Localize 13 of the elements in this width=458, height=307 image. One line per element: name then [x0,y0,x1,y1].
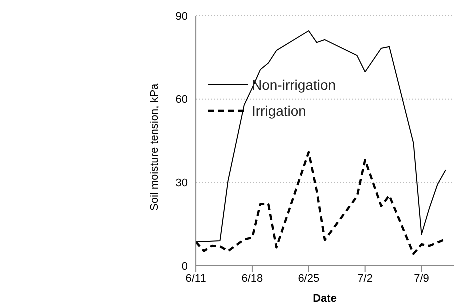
legend-label: Irrigation [252,103,306,119]
x-tick-label: 6/18 [242,272,264,285]
y-tick-label: 30 [176,178,188,190]
x-tick-label: 6/25 [298,272,320,285]
x-tick-label: 7/2 [358,272,373,285]
y-tick-label: 90 [176,10,188,23]
y-axis-title: Soil moisture tension, kPa [148,82,161,211]
y-tick-label: 60 [176,94,188,106]
legend-label: Non-irrigation [252,77,336,93]
x-axis-title: Date [313,293,337,305]
x-tick-label: 7/9 [414,272,430,285]
y-tick-label: 0 [182,260,188,273]
x-tick-label: 6/11 [186,272,206,285]
